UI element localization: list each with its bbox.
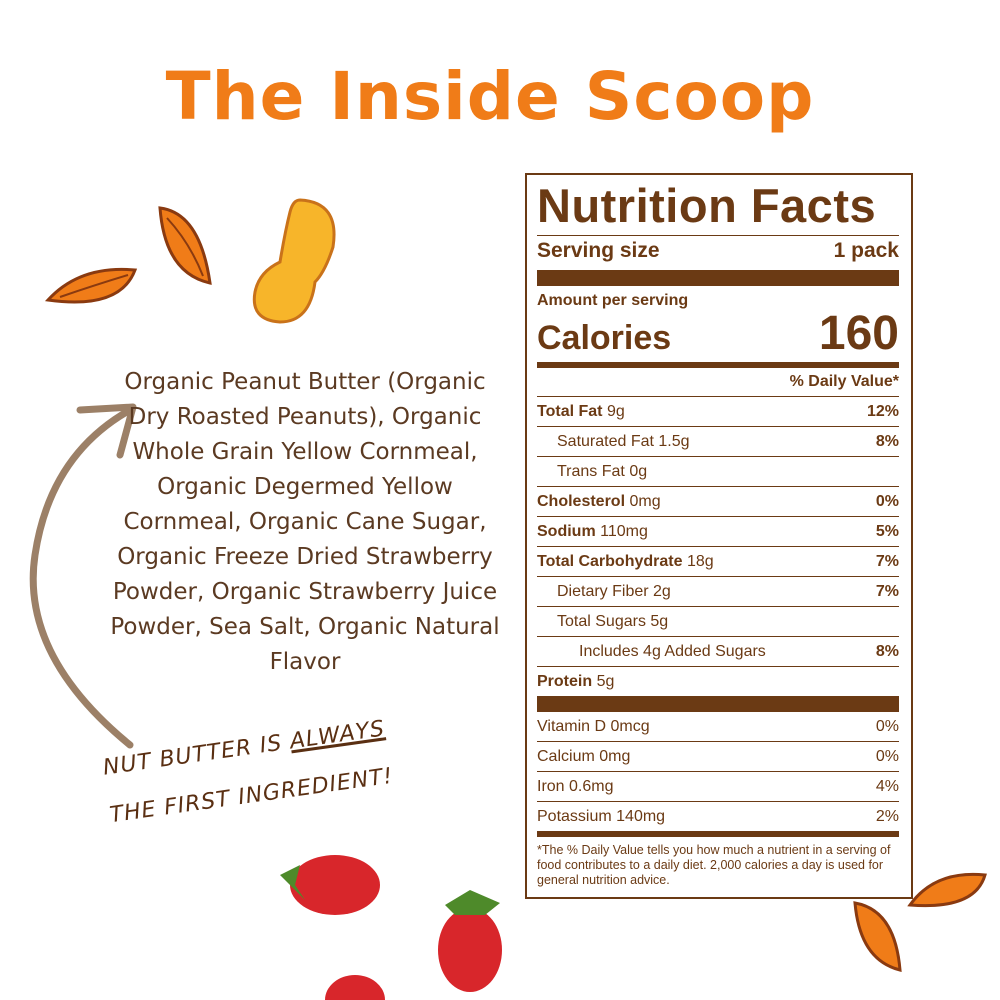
nutrient-name: Iron bbox=[537, 778, 565, 795]
nutrient-amount: 9g bbox=[606, 403, 625, 420]
nutrient-row: Total Sugars 5g bbox=[537, 606, 899, 636]
nutrient-label: Total Fat 9g bbox=[537, 397, 625, 426]
nutrient-daily-value: 5% bbox=[875, 523, 899, 540]
divider bbox=[537, 270, 899, 286]
nutrient-name: Sodium bbox=[537, 523, 596, 540]
calories-label: Calories bbox=[537, 319, 672, 357]
strawberry-icon bbox=[438, 890, 502, 992]
nutrient-name: Total Sugars bbox=[557, 613, 646, 630]
almond-icon bbox=[158, 206, 212, 285]
nutrient-name: Total Fat bbox=[537, 403, 603, 420]
nutrient-name: Total Carbohydrate bbox=[537, 553, 683, 570]
nutrient-row: Cholesterol 0mg 0% bbox=[537, 486, 899, 516]
arrow-icon bbox=[29, 403, 137, 749]
peanut-icon bbox=[252, 198, 336, 324]
nutrient-amount: 0.6mg bbox=[569, 778, 614, 795]
nutrient-label: Calcium 0mg bbox=[537, 742, 630, 771]
almond-icon bbox=[907, 872, 987, 908]
nutrient-daily-value: 0% bbox=[875, 748, 899, 765]
nutrient-row: Potassium 140mg 2% bbox=[537, 801, 899, 831]
strawberry-icon bbox=[280, 855, 380, 915]
nutrient-amount: 1.5g bbox=[658, 433, 690, 450]
nutrient-name: Potassium bbox=[537, 808, 612, 825]
nutrient-daily-value: 0% bbox=[875, 493, 899, 510]
nutrient-daily-value: 4% bbox=[875, 778, 899, 795]
daily-value-header: % Daily Value* bbox=[789, 373, 899, 390]
nutrient-name: Calcium bbox=[537, 748, 595, 765]
nutrient-daily-value: 8% bbox=[875, 643, 899, 660]
nutrient-daily-value: 0% bbox=[875, 718, 899, 735]
nutrient-amount: 110mg bbox=[600, 523, 648, 540]
nutrient-label: Includes 4g Added Sugars bbox=[537, 637, 766, 666]
nutrition-title: Nutrition Facts bbox=[537, 179, 877, 232]
divider bbox=[537, 696, 899, 712]
nutrient-amount: 18g bbox=[686, 553, 714, 570]
nutrient-row: Total Carbohydrate 18g 7% bbox=[537, 546, 899, 576]
nutrient-amount: 0mcg bbox=[610, 718, 650, 735]
nutrient-row: Includes 4g Added Sugars 8% bbox=[537, 636, 899, 666]
nutrient-label: Sodium 110mg bbox=[537, 517, 648, 546]
serving-label: Serving size bbox=[537, 239, 660, 262]
amount-per-serving: Amount per serving bbox=[537, 292, 689, 309]
nutrient-row: Trans Fat 0g bbox=[537, 456, 899, 486]
calories-row: Calories 160 bbox=[537, 310, 899, 358]
nutrient-row: Iron 0.6mg 4% bbox=[537, 771, 899, 801]
nutrient-label: Protein 5g bbox=[537, 667, 614, 696]
nutrient-amount: 140mg bbox=[616, 808, 666, 825]
almond-icon bbox=[44, 267, 138, 304]
ingredients-list: Organic Peanut Butter (Organic Dry Roast… bbox=[110, 369, 500, 675]
nutrient-name: Cholesterol bbox=[537, 493, 626, 510]
nutrient-row: Vitamin D 0mcg 0% bbox=[537, 712, 899, 741]
nutrient-amount: 5g bbox=[596, 673, 615, 690]
nutrient-name: Saturated Fat bbox=[557, 433, 654, 450]
nutrient-daily-value: 8% bbox=[875, 433, 899, 450]
nutrient-amount: 0mg bbox=[599, 748, 631, 765]
nutrient-name: Dietary Fiber bbox=[557, 583, 649, 600]
nutrient-amount: 2g bbox=[653, 583, 671, 600]
nutrient-daily-value: 7% bbox=[875, 583, 899, 600]
calories-value: 160 bbox=[818, 307, 899, 360]
nutrient-daily-value: 7% bbox=[875, 553, 899, 570]
nutrient-label: Trans Fat 0g bbox=[537, 457, 647, 486]
footnote: *The % Daily Value tells you how much a … bbox=[537, 843, 891, 887]
nutrient-row: Calcium 0mg 0% bbox=[537, 741, 899, 771]
strawberry-icon bbox=[325, 975, 385, 1000]
nutrient-name: Vitamin D bbox=[537, 718, 607, 735]
nutrient-row: Protein 5g bbox=[537, 666, 899, 696]
nutrient-label: Vitamin D 0mcg bbox=[537, 712, 650, 741]
nutrient-name: Protein bbox=[537, 673, 593, 690]
nutrient-amount: 0g bbox=[629, 463, 648, 480]
nutrient-row: Dietary Fiber 2g 7% bbox=[537, 576, 899, 606]
nutrient-label: Iron 0.6mg bbox=[537, 772, 614, 801]
nutrient-daily-value: 12% bbox=[866, 403, 899, 420]
serving-value: 1 pack bbox=[833, 239, 899, 262]
divider bbox=[537, 831, 899, 837]
almond-icon bbox=[853, 901, 902, 972]
divider bbox=[537, 362, 899, 368]
nutrient-label: Dietary Fiber 2g bbox=[537, 577, 671, 606]
nutrient-row: Total Fat 9g 12% bbox=[537, 396, 899, 426]
nutrient-name: Trans Fat bbox=[557, 463, 625, 480]
page-title: The Inside Scoop bbox=[165, 58, 815, 135]
nutrient-row: Saturated Fat 1.5g 8% bbox=[537, 426, 899, 456]
nutrient-label: Cholesterol 0mg bbox=[537, 487, 661, 516]
nutrient-label: Saturated Fat 1.5g bbox=[537, 427, 690, 456]
nutrient-amount: 5g bbox=[650, 613, 669, 630]
nutrition-facts-label: Nutrition Facts Serving size 1 pack Amou… bbox=[525, 173, 913, 899]
nutrient-amount: 0mg bbox=[629, 493, 661, 510]
nutrient-daily-value: 2% bbox=[875, 808, 899, 825]
nutrient-label: Potassium 140mg bbox=[537, 802, 665, 831]
serving-size-row: Serving size 1 pack bbox=[537, 235, 899, 266]
nutrient-row: Sodium 110mg 5% bbox=[537, 516, 899, 546]
nutrient-name: Includes 4g Added Sugars bbox=[579, 643, 766, 660]
nutrient-label: Total Sugars 5g bbox=[537, 607, 668, 636]
nutrient-label: Total Carbohydrate 18g bbox=[537, 547, 714, 576]
note-emphasis: ALWAYS bbox=[288, 716, 387, 755]
